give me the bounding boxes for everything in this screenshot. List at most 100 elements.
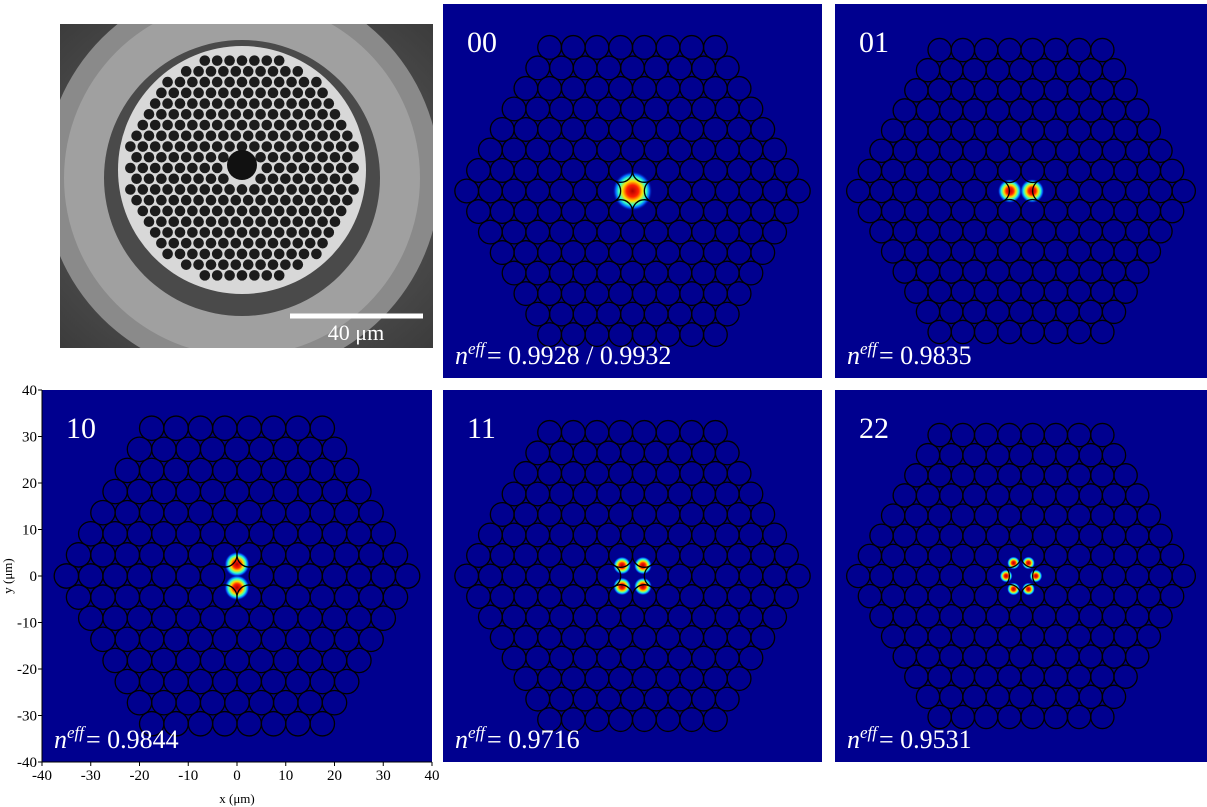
- sem-hole: [293, 195, 304, 206]
- sem-hole: [268, 216, 279, 227]
- sem-hole: [125, 163, 136, 174]
- sem-hole: [175, 184, 186, 195]
- sem-hole: [206, 195, 217, 206]
- sem-hole: [175, 98, 186, 109]
- sem-hole: [293, 109, 304, 120]
- sem-hole: [274, 163, 285, 174]
- panel-background: [835, 390, 1207, 762]
- sem-hole: [212, 184, 223, 195]
- sem-hole: [224, 141, 235, 152]
- sem-hole: [193, 195, 204, 206]
- sem-hole: [144, 130, 155, 141]
- sem-hole: [293, 238, 304, 249]
- sem-hole: [169, 238, 180, 249]
- sem-hole: [231, 88, 242, 99]
- sem-hole: [231, 238, 242, 249]
- sem-hole: [212, 249, 223, 260]
- sem-hole: [224, 206, 235, 217]
- sem-hole: [150, 206, 161, 217]
- sem-hole: [193, 66, 204, 77]
- sem-hole: [249, 98, 260, 109]
- sem-hole: [305, 130, 316, 141]
- sem-hole: [293, 152, 304, 163]
- sem-hole: [348, 184, 359, 195]
- sem-hole: [237, 270, 248, 281]
- sem-hole: [274, 249, 285, 260]
- sem-hole: [138, 184, 149, 195]
- sem-hole: [206, 109, 217, 120]
- sem-hole: [224, 77, 235, 88]
- sem-hole: [175, 206, 186, 217]
- sem-hole: [224, 55, 235, 66]
- sem-hole: [175, 77, 186, 88]
- sem-hole: [249, 270, 260, 281]
- sem-hole: [181, 259, 192, 270]
- sem-hole: [206, 259, 217, 270]
- sem-hole: [255, 238, 266, 249]
- sem-hole: [156, 216, 167, 227]
- sem-hole: [187, 184, 198, 195]
- sem-hole: [193, 109, 204, 120]
- neff-symbol: n: [455, 341, 468, 370]
- sem-hole: [249, 141, 260, 152]
- sem-hole: [268, 88, 279, 99]
- sem-hole: [212, 227, 223, 238]
- sem-hole: [131, 152, 142, 163]
- sem-hole: [156, 238, 167, 249]
- sem-hole: [243, 216, 254, 227]
- sem-hole: [206, 216, 217, 227]
- sem-hole: [262, 55, 273, 66]
- sem-hole: [262, 206, 273, 217]
- sem-hole: [181, 130, 192, 141]
- sem-hole: [144, 195, 155, 206]
- sem-hole: [305, 216, 316, 227]
- sem-hole: [268, 130, 279, 141]
- sem-hole: [249, 120, 260, 131]
- sem-hole: [330, 130, 341, 141]
- sem-hole: [324, 227, 335, 238]
- sem-hole: [336, 120, 347, 131]
- sem-hole: [193, 88, 204, 99]
- sem-hole: [286, 141, 297, 152]
- sem-hole: [249, 77, 260, 88]
- sem-hole: [262, 227, 273, 238]
- sem-image: 40 μm: [44, 0, 440, 376]
- sem-hole: [330, 109, 341, 120]
- sem-hole: [274, 270, 285, 281]
- sem-hole: [193, 173, 204, 184]
- sem-hole: [169, 216, 180, 227]
- sem-hole: [305, 238, 316, 249]
- sem-hole: [342, 152, 353, 163]
- sem-hole: [231, 109, 242, 120]
- sem-hole: [324, 206, 335, 217]
- sem-hole: [193, 238, 204, 249]
- neff-symbol: n: [847, 341, 860, 370]
- sem-hole: [311, 98, 322, 109]
- sem-hole: [311, 249, 322, 260]
- sem-hole: [181, 109, 192, 120]
- sem-hole: [206, 152, 217, 163]
- panel-background: [443, 390, 822, 762]
- sem-hole: [156, 173, 167, 184]
- x-tick-label: 10: [278, 768, 293, 784]
- sem-hole: [175, 249, 186, 260]
- sem-hole: [286, 163, 297, 174]
- sem-hole: [348, 163, 359, 174]
- sem-hole: [243, 259, 254, 270]
- sem-hole: [286, 120, 297, 131]
- sem-hole: [200, 141, 211, 152]
- sem-hole: [317, 238, 328, 249]
- sem-hole: [150, 120, 161, 131]
- sem-hole: [218, 173, 229, 184]
- sem-hole: [268, 152, 279, 163]
- sem-hole: [144, 109, 155, 120]
- sem-hole: [125, 141, 136, 152]
- neff-value: = 0.9928 / 0.9932: [487, 341, 671, 370]
- sem-hole: [249, 249, 260, 260]
- sem-hole: [212, 55, 223, 66]
- sem-hole: [138, 141, 149, 152]
- sem-hole: [181, 66, 192, 77]
- sem-hole: [293, 216, 304, 227]
- sem-hole: [231, 216, 242, 227]
- sem-hole: [156, 88, 167, 99]
